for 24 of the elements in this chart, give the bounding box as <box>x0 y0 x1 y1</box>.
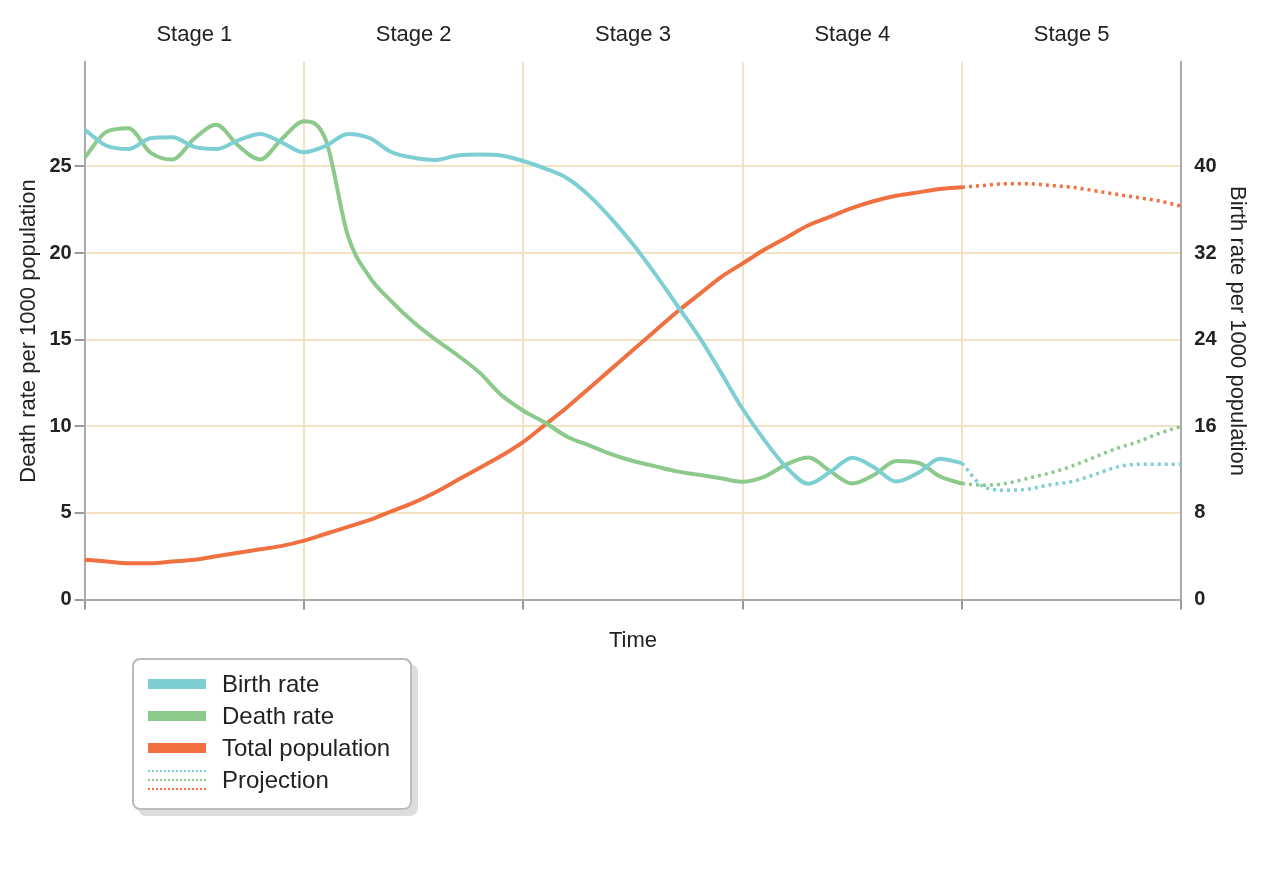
y-tick-label: 25 <box>49 153 72 176</box>
legend-label: Projection <box>222 766 329 794</box>
legend-label: Total population <box>222 734 391 762</box>
y2-tick-label: 16 <box>1194 413 1217 436</box>
x-axis-title: Time <box>608 626 658 652</box>
x-tick-label: Stage 3 <box>595 21 671 47</box>
y2-tick-label: 40 <box>1194 153 1217 176</box>
y2-axis-title: Birth rate per 1000 population <box>1225 186 1251 476</box>
y2-tick-label: 0 <box>1194 587 1206 610</box>
y-tick-label: 0 <box>60 587 72 610</box>
x-tick-label: Stage 4 <box>814 21 891 47</box>
x-tick-label: Stage 1 <box>156 21 233 47</box>
x-tick-label: Stage 5 <box>1033 21 1110 47</box>
y2-tick-label: 32 <box>1194 240 1217 263</box>
legend-label: Death rate <box>222 702 335 730</box>
y-tick-label: 5 <box>60 500 72 523</box>
y2-tick-label: 24 <box>1194 327 1218 350</box>
legend-label: Birth rate <box>222 670 320 698</box>
y2-tick-label: 8 <box>1194 500 1206 523</box>
y-tick-label: 15 <box>49 327 72 350</box>
x-tick-label: Stage 2 <box>375 21 452 47</box>
y-axis-title: Death rate per 1000 population <box>15 179 41 483</box>
y-tick-label: 20 <box>49 240 72 263</box>
y-tick-label: 10 <box>49 413 72 436</box>
